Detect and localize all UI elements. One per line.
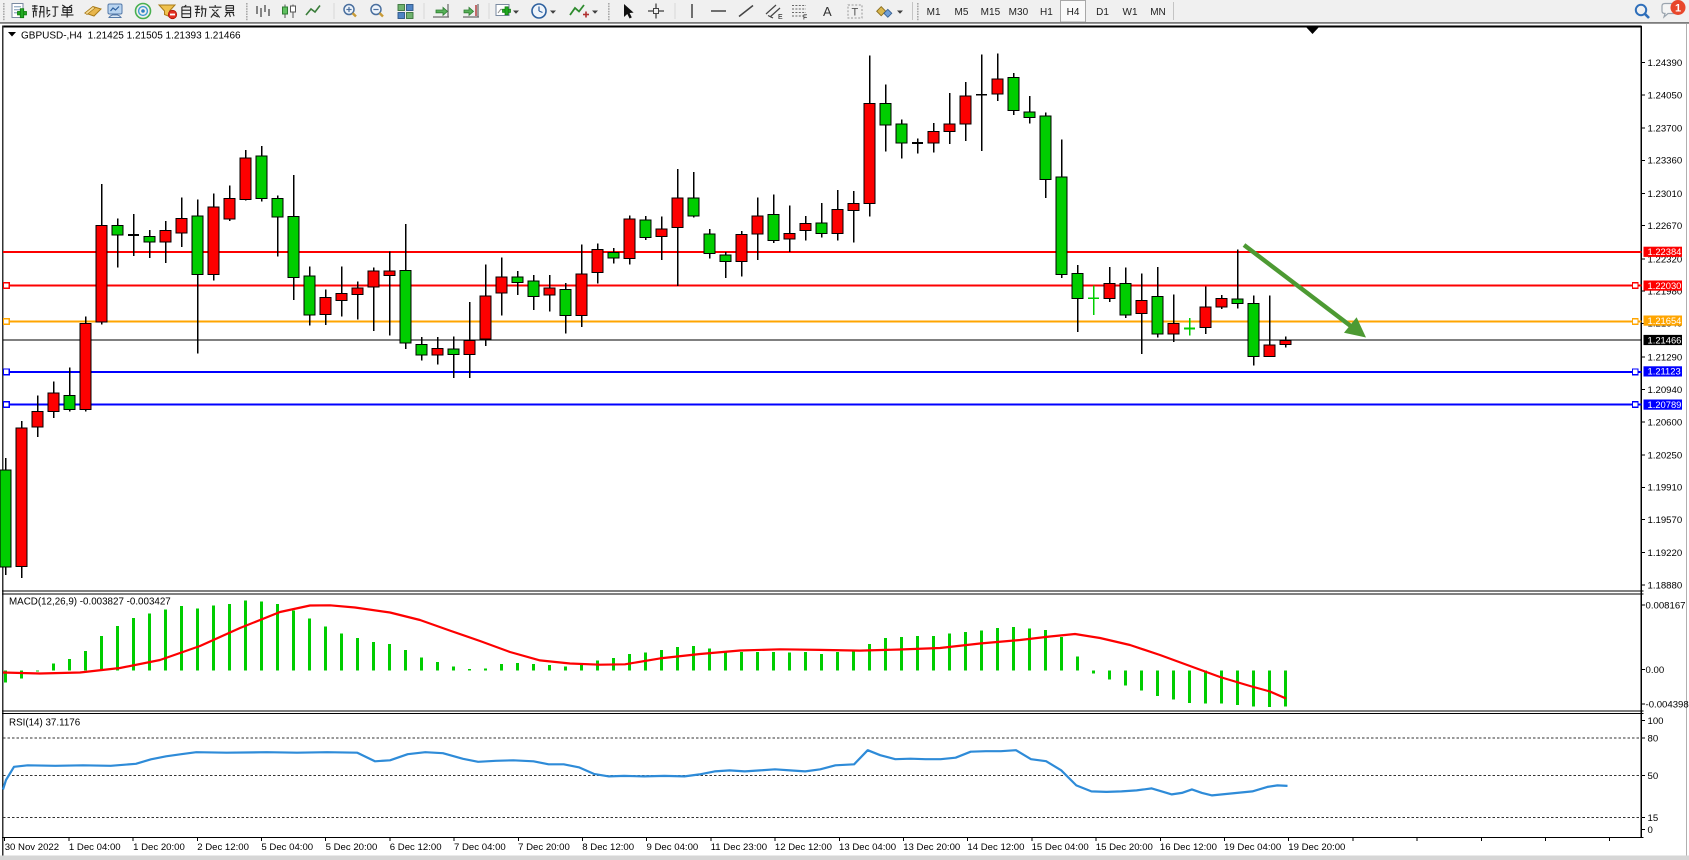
svg-text:6 Dec 12:00: 6 Dec 12:00 (390, 842, 442, 853)
svg-text:1.21980: 1.21980 (1648, 287, 1683, 298)
svg-text:1.21123: 1.21123 (1648, 366, 1681, 377)
svg-text:1.19570: 1.19570 (1648, 515, 1683, 526)
svg-text:0: 0 (1648, 825, 1653, 836)
svg-text:1.20250: 1.20250 (1648, 450, 1683, 461)
svg-text:11 Dec 23:00: 11 Dec 23:00 (711, 842, 767, 853)
svg-text:MN: MN (1150, 7, 1166, 18)
svg-text:1.23700: 1.23700 (1648, 124, 1683, 135)
svg-text:2 Dec 12:00: 2 Dec 12:00 (197, 842, 249, 853)
svg-text:1.19910: 1.19910 (1648, 483, 1683, 494)
svg-text:1.20789: 1.20789 (1648, 399, 1682, 410)
svg-text:E: E (778, 14, 783, 21)
svg-text:GBPUSD-,H4 1.21425 1.21505 1.: GBPUSD-,H4 1.21425 1.21505 1.21393 1.214… (21, 31, 241, 42)
svg-text:9 Dec 04:00: 9 Dec 04:00 (647, 842, 699, 853)
svg-text:1.20940: 1.20940 (1648, 385, 1683, 396)
svg-text:0.008167: 0.008167 (1646, 601, 1686, 612)
svg-text:1.21654: 1.21654 (1648, 315, 1682, 326)
svg-text:7 Dec 20:00: 7 Dec 20:00 (518, 842, 570, 853)
svg-text:13 Dec 20:00: 13 Dec 20:00 (903, 842, 960, 853)
svg-text:1.24390: 1.24390 (1648, 58, 1683, 69)
svg-text:T: T (852, 7, 859, 19)
svg-text:13 Dec 04:00: 13 Dec 04:00 (839, 842, 896, 853)
svg-text:1.19220: 1.19220 (1648, 548, 1683, 559)
svg-text:F: F (803, 15, 807, 22)
svg-text:D1: D1 (1096, 7, 1109, 18)
svg-text:15: 15 (1648, 813, 1659, 824)
svg-text:5 Dec 20:00: 5 Dec 20:00 (326, 842, 378, 853)
svg-text:14 Dec 12:00: 14 Dec 12:00 (967, 842, 1024, 853)
svg-text:1 Dec 04:00: 1 Dec 04:00 (69, 842, 121, 853)
svg-text:M5: M5 (955, 7, 969, 18)
svg-text:80: 80 (1648, 734, 1659, 745)
svg-text:15 Dec 20:00: 15 Dec 20:00 (1096, 842, 1153, 853)
svg-text:1.20600: 1.20600 (1648, 417, 1683, 428)
svg-text:1.22670: 1.22670 (1648, 221, 1683, 232)
svg-text:50: 50 (1648, 771, 1659, 782)
svg-text:1.21466: 1.21466 (1648, 334, 1682, 345)
svg-text:16 Dec 12:00: 16 Dec 12:00 (1160, 842, 1217, 853)
svg-text:8 Dec 12:00: 8 Dec 12:00 (582, 842, 634, 853)
svg-text:1: 1 (1675, 2, 1681, 14)
svg-text:MACD(12,26,9) -0.003827 -0.003: MACD(12,26,9) -0.003827 -0.003427 (9, 597, 171, 608)
svg-text:15 Dec 04:00: 15 Dec 04:00 (1032, 842, 1089, 853)
svg-text:1.22320: 1.22320 (1648, 254, 1683, 265)
svg-text:A: A (823, 4, 832, 19)
svg-text:12 Dec 12:00: 12 Dec 12:00 (775, 842, 832, 853)
svg-text:H4: H4 (1067, 7, 1080, 18)
svg-text:19 Dec 20:00: 19 Dec 20:00 (1288, 842, 1345, 853)
svg-text:5 Dec 04:00: 5 Dec 04:00 (261, 842, 313, 853)
svg-text:1.18880: 1.18880 (1648, 580, 1683, 591)
svg-text:1.22384: 1.22384 (1648, 246, 1682, 257)
svg-text:M1: M1 (927, 7, 941, 18)
svg-text:7 Dec 04:00: 7 Dec 04:00 (454, 842, 506, 853)
svg-text:M30: M30 (1009, 7, 1029, 18)
svg-text:W1: W1 (1123, 7, 1138, 18)
svg-text:H1: H1 (1040, 7, 1053, 18)
svg-text:-0.004398: -0.004398 (1646, 700, 1689, 711)
svg-text:1.23360: 1.23360 (1648, 156, 1683, 167)
svg-text:M15: M15 (981, 7, 1001, 18)
svg-text:1.23010: 1.23010 (1648, 189, 1683, 200)
svg-text:RSI(14) 37.1176: RSI(14) 37.1176 (9, 718, 81, 729)
svg-text:30 Nov 2022: 30 Nov 2022 (5, 842, 59, 853)
svg-text:1.22030: 1.22030 (1648, 280, 1682, 291)
svg-text:1 Dec 20:00: 1 Dec 20:00 (133, 842, 185, 853)
svg-text:1.21290: 1.21290 (1648, 352, 1683, 363)
svg-text:1.24050: 1.24050 (1648, 90, 1683, 101)
svg-text:100: 100 (1648, 716, 1664, 727)
svg-text:19 Dec 04:00: 19 Dec 04:00 (1224, 842, 1281, 853)
svg-text:0.00: 0.00 (1646, 665, 1665, 676)
